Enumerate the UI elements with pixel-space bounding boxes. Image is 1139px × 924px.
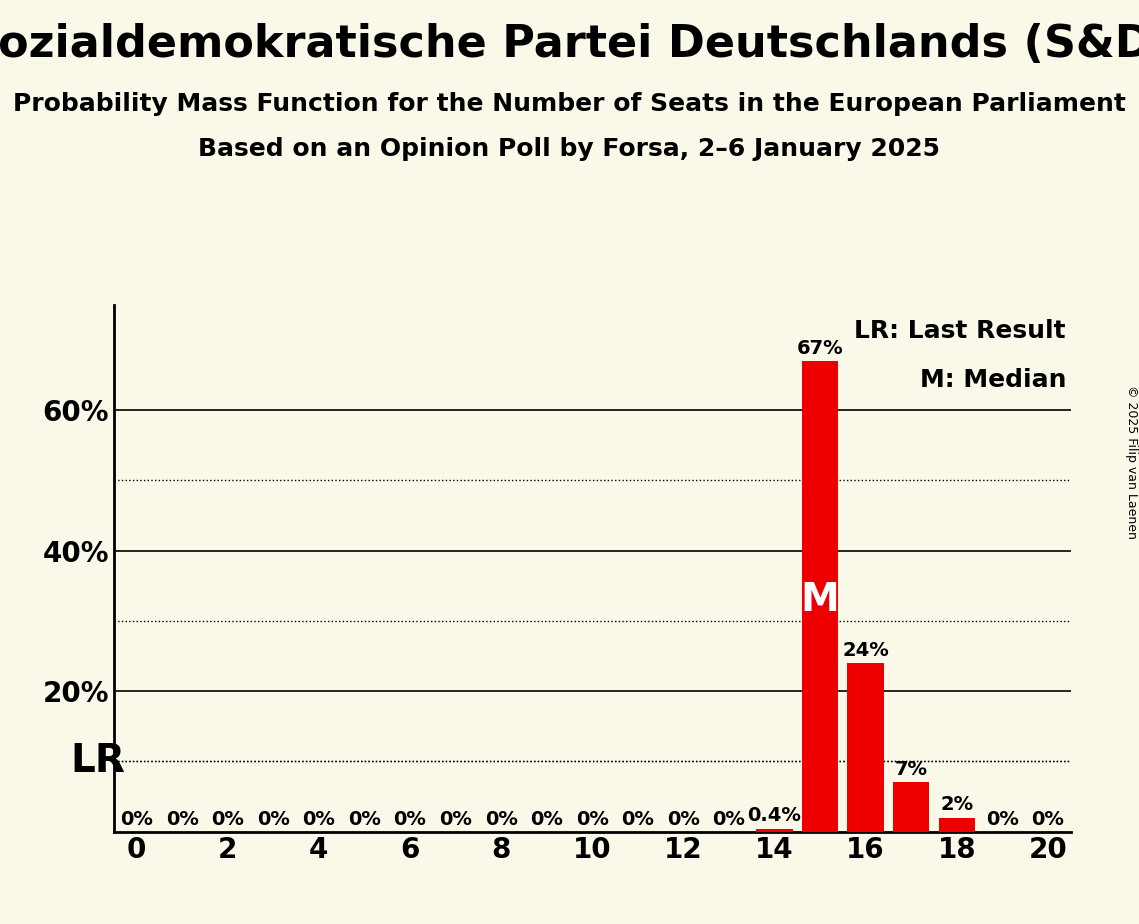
Text: 0%: 0% [667,809,699,829]
Text: 0%: 0% [394,809,426,829]
Text: 0%: 0% [303,809,335,829]
Text: 0%: 0% [349,809,380,829]
Text: 0%: 0% [485,809,517,829]
Text: 0%: 0% [986,809,1018,829]
Bar [847,663,884,832]
Text: 0%: 0% [622,809,654,829]
Text: 0%: 0% [1032,809,1064,829]
Text: 2%: 2% [940,795,974,814]
Bar [756,829,793,832]
Text: 0%: 0% [440,809,472,829]
Text: LR: LR [71,742,125,781]
Text: 24%: 24% [842,640,890,660]
Text: 0%: 0% [121,809,153,829]
Text: Probability Mass Function for the Number of Seats in the European Parliament: Probability Mass Function for the Number… [13,92,1126,116]
Bar [802,361,838,832]
Text: 0%: 0% [576,809,608,829]
Text: 0.4%: 0.4% [747,807,802,825]
Text: Based on an Opinion Poll by Forsa, 2–6 January 2025: Based on an Opinion Poll by Forsa, 2–6 J… [198,137,941,161]
Text: © 2025 Filip van Laenen: © 2025 Filip van Laenen [1124,385,1138,539]
Text: 0%: 0% [212,809,244,829]
Text: 0%: 0% [166,809,198,829]
Text: LR: Last Result: LR: Last Result [854,319,1066,343]
Text: M: Median: M: Median [919,368,1066,392]
Text: 67%: 67% [797,338,843,358]
Bar [939,818,975,832]
Text: M: M [801,581,839,619]
Text: 7%: 7% [895,760,927,779]
Text: 0%: 0% [713,809,745,829]
Text: 0%: 0% [257,809,289,829]
Text: 0%: 0% [531,809,563,829]
Text: Sozialdemokratische Partei Deutschlands (S&D): Sozialdemokratische Partei Deutschlands … [0,23,1139,67]
Bar [893,783,929,832]
